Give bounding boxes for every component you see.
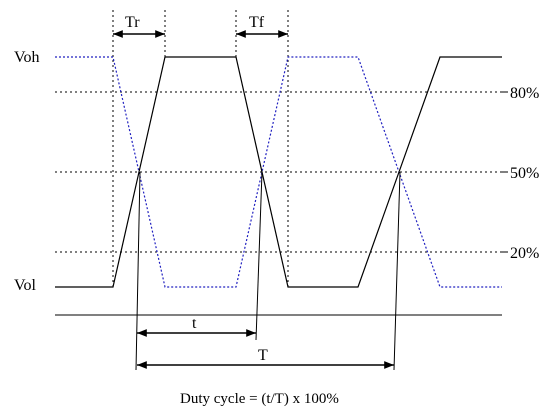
tr-label: Tr <box>125 14 140 31</box>
t-end-leader <box>255 171 263 341</box>
tf-label: Tf <box>249 14 265 31</box>
dotted-waveform <box>55 56 502 288</box>
t-label: t <box>192 315 197 332</box>
duty-cycle-formula: Duty cycle = (t/T) x 100% <box>180 391 339 407</box>
voh-label: Voh <box>14 49 40 66</box>
level-50-label: 50% <box>510 165 539 182</box>
vol-label: Vol <box>14 277 36 294</box>
T-label: T <box>258 347 268 364</box>
level-80-label: 80% <box>510 85 539 102</box>
level-20-label: 20% <box>510 245 539 262</box>
t-start-leader <box>135 171 141 371</box>
T-end-leader <box>393 171 401 371</box>
solid-waveform <box>55 56 502 288</box>
